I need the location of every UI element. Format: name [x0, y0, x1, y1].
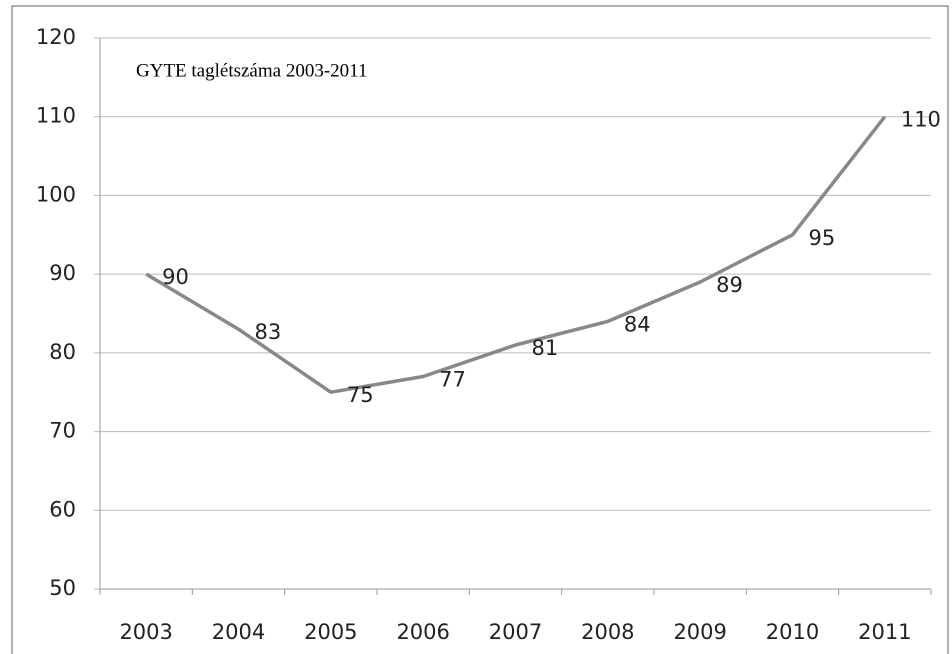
y-tick-label: 50	[49, 576, 76, 600]
x-tick-label: 2011	[858, 620, 911, 644]
x-tick-label: 2009	[673, 620, 726, 644]
x-tick-label: 2004	[212, 620, 265, 644]
y-tick-label: 60	[49, 497, 76, 521]
y-tick-label: 120	[36, 25, 76, 49]
y-tick-label: 100	[36, 182, 76, 206]
y-tick-label: 90	[49, 261, 76, 285]
data-label: 77	[439, 367, 466, 391]
y-tick-label: 70	[49, 419, 76, 443]
chart-border	[11, 5, 949, 654]
x-tick-label: 2005	[304, 620, 357, 644]
data-label: 95	[809, 226, 836, 250]
x-tick-label: 2008	[581, 620, 634, 644]
chart-title: GYTE taglétszáma 2003-2011	[136, 60, 367, 81]
data-label: 89	[716, 273, 743, 297]
x-tick-label: 2006	[396, 620, 449, 644]
data-label: 83	[255, 320, 282, 344]
data-label: 90	[162, 265, 189, 289]
x-tick-label: 2007	[489, 620, 542, 644]
x-tick-label: 2003	[119, 620, 172, 644]
data-label: 81	[532, 336, 559, 360]
y-tick-label: 80	[49, 340, 76, 364]
line	[145, 115, 887, 394]
data-label: 110	[901, 108, 941, 132]
x-tick-label: 2010	[766, 620, 819, 644]
y-tick-label: 110	[36, 104, 76, 128]
data-label: 75	[347, 383, 374, 407]
data-label: 84	[624, 312, 651, 336]
